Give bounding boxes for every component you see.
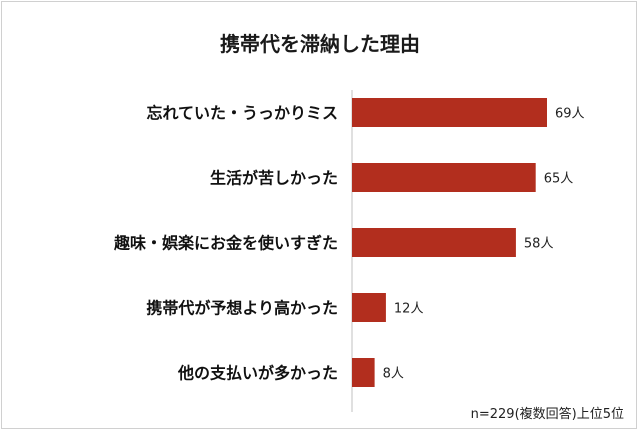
bar-3 [352, 293, 386, 322]
category-label-4: 他の支払いが多かった [177, 364, 338, 383]
bar-4 [352, 358, 375, 387]
bar-1 [352, 163, 536, 192]
sample-note: n=229(複数回答)上位5位 [470, 407, 624, 422]
category-labels: 忘れていた・うっかりミス生活が苦しかった趣味・娯楽にお金を使いすぎた携帯代が予想… [113, 104, 338, 383]
value-label-2: 58人 [524, 237, 554, 252]
category-label-1: 生活が苦しかった [210, 169, 338, 188]
value-label-4: 8人 [383, 367, 404, 382]
category-label-2: 趣味・娯楽にお金を使いすぎた [113, 234, 338, 253]
value-labels: 69人 65人 58人 12人 8人 [383, 107, 585, 382]
bar-2 [352, 228, 516, 257]
category-label-0: 忘れていた・うっかりミス [146, 104, 338, 123]
bar-0 [352, 98, 547, 127]
value-label-3: 12人 [394, 302, 424, 317]
value-label-0: 69人 [555, 107, 585, 122]
value-label-1: 65人 [544, 172, 574, 187]
bars [352, 98, 547, 387]
chart-title: 携帯代を滞納した理由 [220, 32, 420, 56]
category-label-3: 携帯代が予想より高かった [146, 299, 338, 318]
